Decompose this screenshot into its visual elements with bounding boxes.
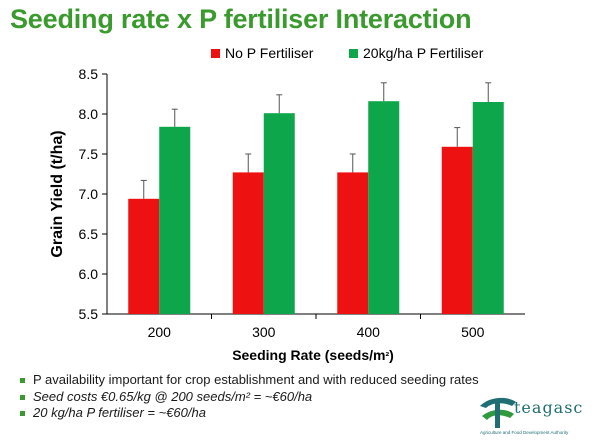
bar-p20-400 — [368, 101, 400, 314]
bullet-marker — [20, 378, 25, 383]
x-tick-label: 500 — [461, 324, 485, 340]
legend-label: 20kg/ha P Fertiliser — [363, 45, 484, 61]
bullet-marker — [20, 411, 25, 416]
logo-tagline: Agriculture and Food Development Authori… — [480, 430, 569, 435]
chart-axes: 5.5 6.0 6.5 7.0 7.5 8.0 8.5 200 300 400 500 — [79, 66, 525, 340]
y-tick-label: 7.5 — [79, 146, 99, 162]
teagasc-emblem-icon — [480, 397, 516, 428]
grain-yield-chart: No P Fertiliser 20kg/ha P Fertiliser 5.5 6… — [49, 45, 525, 363]
logo-word: teagasc — [514, 398, 584, 417]
x-axis-label: Seeding Rate (seeds/m²) — [232, 347, 394, 363]
bar-p20-200 — [159, 126, 191, 314]
bar-no-p-400 — [337, 172, 369, 314]
bullet-list: P availability important for crop establ… — [20, 372, 580, 422]
y-tick-label: 5.5 — [79, 306, 99, 322]
bullet-marker — [20, 394, 25, 400]
bullet-text: P availability important for crop establ… — [33, 372, 479, 387]
bullet-text: 20 kg/ha P fertiliser = ~€60/ha — [33, 405, 206, 420]
bar-no-p-300 — [232, 172, 264, 314]
chart-bars — [128, 101, 504, 314]
y-tick-label: 8.0 — [79, 106, 99, 122]
bullet-text: Seed costs €0.65/kg @ 200 seeds/m² = ~€6… — [33, 388, 313, 404]
bar-no-p-200 — [128, 198, 160, 314]
y-axis-label: Grain Yield (t/ha) — [49, 130, 66, 257]
y-tick-label: 8.5 — [79, 66, 99, 82]
x-tick-label: 400 — [357, 324, 381, 340]
bullet-item: P availability important for crop establ… — [20, 372, 580, 389]
bullet-item: 20 kg/ha P fertiliser = ~€60/ha — [20, 405, 580, 422]
x-tick-label: 300 — [252, 324, 276, 340]
bar-p20-500 — [472, 102, 504, 314]
bar-p20-300 — [263, 113, 295, 314]
teagasc-logo: teagasc Agriculture and Food Development… — [478, 392, 590, 442]
bar-no-p-500 — [441, 146, 473, 314]
chart-legend: No P Fertiliser 20kg/ha P Fertiliser — [211, 45, 484, 61]
legend-swatch — [349, 49, 358, 58]
bullet-item: Seed costs €0.65/kg @ 200 seeds/m² = ~€6… — [20, 389, 580, 406]
error-bars — [140, 82, 492, 199]
legend-swatch — [211, 49, 220, 58]
slide-title: Seeding rate x P fertiliser Interaction — [10, 4, 472, 34]
y-tick-label: 6.0 — [79, 266, 99, 282]
legend-label: No P Fertiliser — [225, 45, 314, 61]
x-tick-label: 200 — [148, 324, 172, 340]
y-tick-label: 6.5 — [79, 226, 99, 242]
y-tick-label: 7.0 — [79, 186, 99, 202]
